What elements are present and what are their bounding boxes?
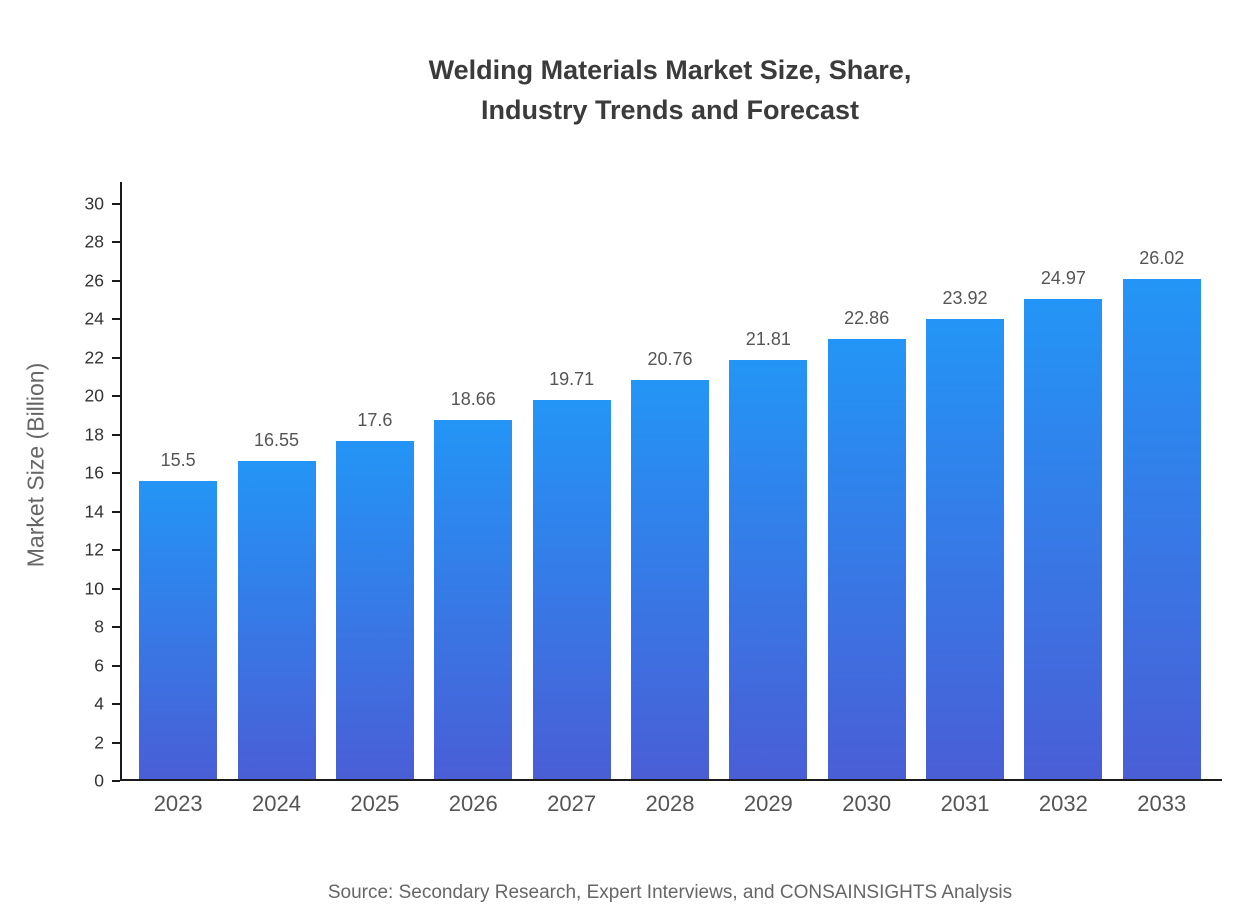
y-tick-label: 28: [84, 231, 104, 252]
bar: [532, 399, 611, 779]
bar-slot: 21.81 2029: [719, 202, 817, 816]
y-tick-label: 16: [84, 462, 104, 483]
y-tick-label: 22: [84, 347, 104, 368]
bar-slot: 19.71 2027: [522, 202, 620, 816]
bar-value-label: 19.71: [549, 368, 595, 389]
bar-slot: 24.97 2032: [1014, 202, 1112, 816]
y-axis-line: [120, 182, 122, 781]
y-axis-title: Market Size (Billion): [22, 362, 49, 568]
source-note: Source: Secondary Research, Expert Inter…: [327, 882, 1013, 903]
y-tick-mark: [112, 780, 120, 782]
y-tick-label: 10: [84, 578, 104, 599]
bar-slot: 23.92 2031: [916, 202, 1014, 816]
bar: [335, 440, 414, 779]
bars-container: 15.5 2023 16.55 2024 17.6 2025 18.66 2026 19.71 2…: [129, 202, 1211, 816]
y-tick-mark: [112, 433, 120, 436]
bar-slot: 18.66 2026: [424, 202, 522, 816]
x-tick-label: 2033: [1137, 791, 1187, 816]
y-tick-mark: [112, 741, 120, 744]
y-tick-mark: [112, 356, 120, 359]
y-tick-mark: [112, 587, 120, 590]
y-tick-label: 6: [94, 655, 104, 676]
x-tick-label: 2032: [1038, 791, 1088, 816]
bar-value-label: 20.76: [647, 348, 693, 369]
y-tick-mark: [112, 318, 120, 321]
y-tick-label: 20: [84, 385, 104, 406]
y-tick-label: 14: [84, 501, 104, 522]
y-tick-mark: [112, 626, 120, 629]
y-tick-label: 30: [84, 193, 104, 214]
bar-value-label: 23.92: [942, 287, 988, 308]
y-tick-mark: [112, 703, 120, 706]
bar: [139, 480, 218, 779]
y-tick-label: 0: [94, 770, 104, 791]
y-tick-label: 24: [84, 308, 104, 329]
x-tick-label: 2028: [645, 791, 695, 816]
y-tick-mark: [112, 510, 120, 513]
y-tick-mark: [112, 395, 120, 398]
chart-title-line2: Industry Trends and Forecast: [480, 95, 860, 125]
y-tick-mark: [112, 279, 120, 282]
bar-value-label: 26.02: [1139, 247, 1185, 268]
bar-slot: 20.76 2028: [621, 202, 719, 816]
x-tick-label: 2024: [252, 791, 302, 816]
bar-value-label: 24.97: [1040, 267, 1086, 288]
x-tick-label: 2023: [153, 791, 203, 816]
bar-value-label: 16.55: [254, 429, 300, 450]
bar-slot: 17.6 2025: [326, 202, 424, 816]
bar: [926, 318, 1005, 779]
x-tick-label: 2027: [547, 791, 597, 816]
chart-title: Welding Materials Market Size, Share, In…: [0, 50, 1260, 130]
y-tick-label: 12: [84, 539, 104, 560]
y-tick-mark: [112, 472, 120, 475]
bar: [1024, 298, 1103, 779]
bar: [434, 420, 513, 779]
bar-slot: 22.86 2030: [818, 202, 916, 816]
y-tick-mark: [112, 664, 120, 667]
bar-slot: 15.5 2023: [129, 202, 227, 816]
x-tick-label: 2030: [842, 791, 892, 816]
bar-value-label: 22.86: [844, 308, 890, 329]
bar-value-label: 17.6: [357, 409, 393, 430]
y-tick-label: 8: [94, 616, 104, 637]
bar-value-label: 18.66: [450, 389, 496, 410]
chart-title-line1: Welding Materials Market Size, Share,: [428, 55, 912, 85]
x-tick-label: 2031: [940, 791, 990, 816]
bar-value-label: 21.81: [745, 328, 791, 349]
y-tick-mark: [112, 203, 120, 205]
y-tick-label: 26: [84, 270, 104, 291]
x-tick-label: 2029: [743, 791, 793, 816]
bar: [237, 460, 316, 779]
bar: [827, 339, 906, 779]
y-tick-mark: [112, 549, 120, 552]
y-tick-label: 18: [84, 424, 104, 445]
bar-value-label: 15.5: [160, 449, 196, 470]
bar-slot: 26.02 2033: [1113, 202, 1211, 816]
bar: [630, 379, 709, 779]
y-tick-label: 4: [94, 693, 104, 714]
x-tick-label: 2025: [350, 791, 400, 816]
bar-slot: 16.55 2024: [227, 202, 325, 816]
bar: [1122, 278, 1201, 779]
bar: [729, 359, 808, 779]
x-tick-label: 2026: [448, 791, 498, 816]
x-axis-line: [120, 779, 1222, 781]
plot-area: 0 2 4 6 8 10 12 14 16 18 20 22 24 26 28 30 15.5 2023 16.5…: [85, 182, 1222, 816]
y-tick-label: 2: [94, 732, 104, 753]
y-tick-mark: [112, 241, 120, 244]
